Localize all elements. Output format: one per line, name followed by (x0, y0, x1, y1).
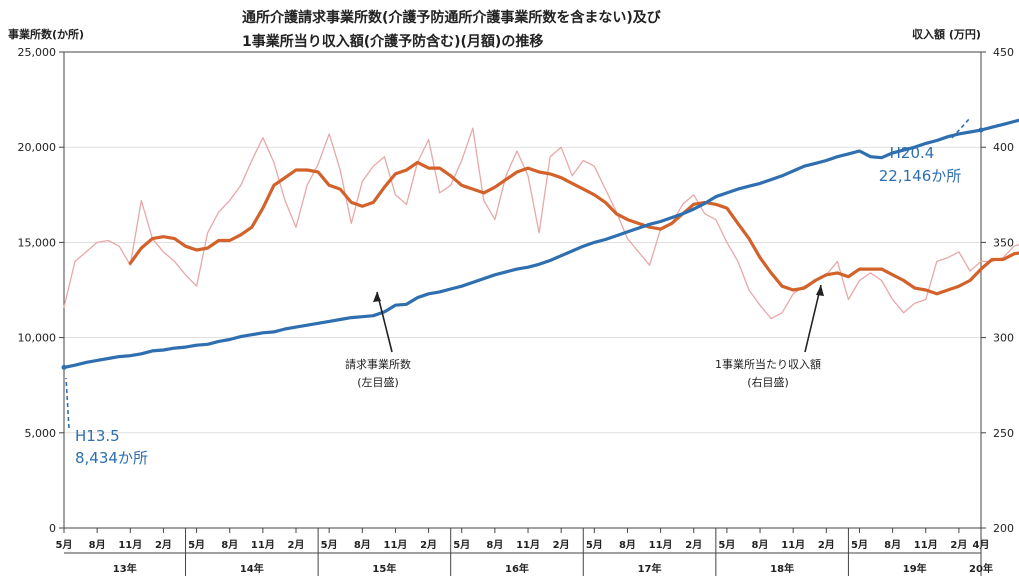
right-axis-tick-label: 300 (993, 332, 1014, 345)
x-axis-month-label: 2月 (155, 539, 172, 551)
left-axis-tick-label: 20,000 (18, 141, 57, 154)
series-line-revenue-monthly (63, 127, 1019, 320)
right-axis-tick-label: 200 (993, 522, 1014, 535)
x-axis-month-label: 11月 (516, 539, 540, 551)
left-axis-tick-label: 15,000 (18, 236, 57, 249)
x-axis-month-label: 5月 (56, 539, 73, 551)
x-axis-month-label: 5月 (718, 539, 735, 551)
right-series-label-pointer (804, 284, 822, 353)
left-series-label-arrowhead (373, 292, 381, 302)
left-axis-tick-label: 10,000 (18, 332, 57, 345)
x-axis-month-label: 11月 (781, 539, 805, 551)
chart-title-line-2: 1事業所当り収入額(介護予防含む)(月額)の推移 (242, 33, 543, 50)
left-axis-label: 事業所数(か所) (8, 27, 84, 41)
x-axis-year-label: 17年 (638, 562, 662, 575)
x-axis-month-label: 5月 (453, 539, 470, 551)
right-axis-tick-label: 350 (993, 236, 1014, 249)
x-axis-month-label: 2月 (420, 539, 437, 551)
end-callout-pointer (951, 117, 971, 139)
start-callout-date: H13.5 (75, 427, 120, 445)
x-axis-year-label: 16年 (505, 562, 529, 575)
x-axis-month-label: 2月 (288, 539, 305, 551)
x-axis-year-label: 15年 (372, 562, 396, 575)
x-axis-month-label: 11月 (649, 539, 673, 551)
x-axis-month-label: 11月 (118, 539, 142, 551)
right-series-label-line-2: (右目盛) (747, 375, 789, 389)
x-axis-year-label: 14年 (240, 562, 264, 575)
end-point-marker (978, 127, 984, 133)
x-axis-month-label: 8月 (89, 539, 106, 551)
x-axis-month-label: 2月 (553, 539, 570, 551)
x-axis-month-label: 2月 (685, 539, 702, 551)
x-axis-month-label: 2月 (950, 539, 967, 551)
x-axis-year-label: 19年 (903, 562, 927, 575)
right-axis-tick-label: 400 (993, 141, 1014, 154)
x-axis-month-label: 11月 (383, 539, 407, 551)
right-axis-tick-label: 450 (993, 46, 1014, 59)
series-line-revenue-average (128, 160, 1019, 296)
x-axis-year-label: 20年 (969, 562, 993, 575)
plot-frame (63, 51, 982, 529)
left-series-label-pointer (376, 291, 393, 353)
left-axis-tick-label: 5,000 (25, 427, 57, 440)
left-series-label-line-2: (左目盛) (357, 375, 399, 389)
right-axis-tick-label: 250 (993, 427, 1014, 440)
start-point-marker (61, 364, 67, 370)
chart-title-line-1: 通所介護請求事業所数(介護予防通所介護事業所数を含まない)及び (242, 9, 662, 26)
series-line-facilities (62, 118, 1019, 369)
x-axis-year-label: 18年 (770, 562, 794, 575)
x-axis-month-label: 5月 (321, 539, 338, 551)
x-axis-month-label: 2月 (818, 539, 835, 551)
x-axis-month-label: 8月 (486, 539, 503, 551)
end-callout-date: H20.4 (890, 144, 935, 162)
x-axis-month-label: 8月 (354, 539, 371, 551)
x-axis-month-label: 5月 (851, 539, 868, 551)
x-axis-month-label: 8月 (884, 539, 901, 551)
left-series-label-line-1: 請求事業所数 (345, 357, 411, 371)
x-axis-month-label: 8月 (752, 539, 769, 551)
x-axis-month-label: 8月 (221, 539, 238, 551)
right-series-label-line-1: 1事業所当たり収入額 (715, 357, 821, 371)
right-series-label-arrowhead (816, 285, 824, 296)
right-axis-label: 収入額 (万円) (912, 27, 981, 41)
left-axis-tick-label: 0 (49, 522, 56, 535)
left-axis-tick-label: 25,000 (18, 46, 57, 59)
x-axis-month-label: 5月 (188, 539, 205, 551)
start-callout-pointer (65, 377, 70, 429)
start-callout-count: 8,434か所 (75, 449, 148, 467)
x-axis-month-label: 8月 (619, 539, 636, 551)
end-callout-count: 22,146か所 (879, 167, 962, 185)
x-axis-month-label: 11月 (251, 539, 275, 551)
x-axis-month-label: 11月 (914, 539, 938, 551)
x-axis-month-label: 5月 (586, 539, 603, 551)
x-axis-year-label: 13年 (113, 562, 137, 575)
